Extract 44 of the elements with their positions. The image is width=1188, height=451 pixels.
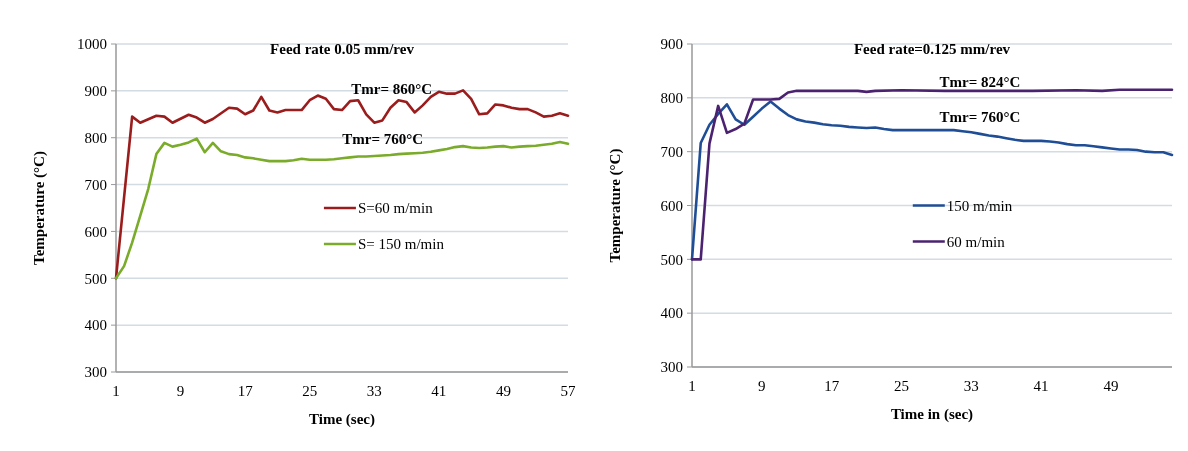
y-tick-label: 300 — [660, 359, 683, 376]
x-tick-label: 33 — [366, 383, 382, 399]
x-tick-label: 25 — [893, 378, 909, 394]
x-tick-label: 1 — [112, 383, 120, 399]
y-tick-label: 600 — [84, 223, 107, 240]
y-tick-label: 500 — [660, 251, 683, 268]
x-tick-label: 41 — [431, 383, 447, 399]
y-tick-label: 300 — [84, 364, 107, 381]
annotation: Tmr= 860°C — [351, 80, 433, 97]
y-tick-label: 700 — [84, 176, 107, 193]
x-tick-label: 9 — [176, 383, 185, 399]
y-tick-label: 400 — [84, 317, 107, 334]
chart-title: Feed rate=0.125 mm/rev — [853, 41, 1011, 57]
y-tick-label: 700 — [660, 143, 683, 160]
annotation: Tmr= 824°C — [939, 74, 1021, 91]
x-tick-label: 49 — [1103, 378, 1119, 394]
y-tick-label: 800 — [84, 129, 107, 146]
y-tick-label: 900 — [84, 83, 107, 100]
x-tick-label: 41 — [1033, 378, 1049, 394]
y-axis-title: Temperature (°C) — [31, 151, 48, 265]
x-tick-label: 1 — [688, 378, 696, 394]
chart-title: Feed rate 0.05 mm/rev — [270, 41, 415, 57]
y-tick-label: 500 — [84, 270, 107, 287]
x-tick-label: 17 — [237, 383, 254, 399]
y-tick-label: 1000 — [77, 36, 107, 53]
x-axis-title: Time in (sec) — [890, 406, 974, 423]
y-tick-label: 400 — [660, 305, 683, 322]
x-tick-label: 33 — [963, 378, 979, 394]
y-tick-label: 600 — [660, 197, 683, 214]
x-axis-title: Time (sec) — [309, 411, 375, 428]
legend-label: 150 m/min — [946, 197, 1013, 214]
y-axis-title: Temperature (°C) — [607, 148, 624, 263]
x-tick-label: 17 — [824, 378, 840, 394]
y-tick-label: 900 — [660, 36, 683, 53]
legend-label: S= 150 m/min — [357, 236, 445, 253]
y-tick-label: 800 — [660, 90, 683, 107]
legend-label: S=60 m/min — [357, 200, 434, 217]
legend-label: 60 m/min — [946, 233, 1006, 250]
x-tick-label: 57 — [560, 383, 576, 399]
annotation: Tmr= 760°C — [342, 131, 424, 148]
annotation: Tmr= 760°C — [939, 108, 1021, 125]
x-tick-label: 49 — [495, 383, 511, 399]
x-tick-label: 25 — [302, 383, 318, 399]
x-tick-label: 9 — [758, 378, 766, 394]
